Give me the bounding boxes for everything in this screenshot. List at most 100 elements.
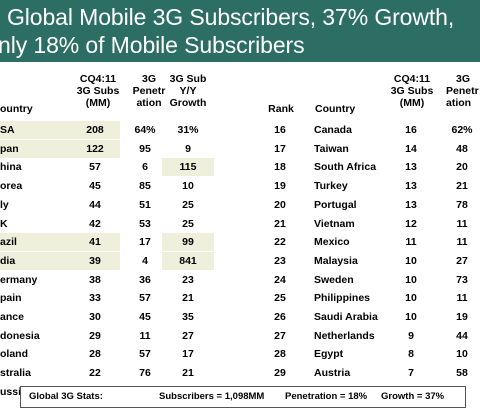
right-row-rank: 21 [274, 217, 286, 230]
left-row-growth: 25 [182, 217, 194, 230]
right-row-penetration: 21 [456, 180, 468, 193]
right-row-subs: 13 [405, 161, 417, 174]
left-row-penetration: 57 [139, 292, 151, 305]
left-row-subs: 42 [89, 217, 101, 230]
right-row-penetration: 44 [456, 329, 468, 342]
right-row-penetration: 20 [456, 161, 468, 174]
right-row-country: Canada [314, 124, 352, 136]
right-row-penetration: 62% [451, 124, 473, 136]
right-row-subs: 10 [405, 311, 417, 323]
left-row-subs: 30 [89, 311, 101, 323]
left-row-subs: 44 [89, 198, 101, 211]
right-row-penetration: 11 [456, 292, 468, 305]
right-header-pen-line2: Penetr [446, 85, 479, 97]
left-row-subs: 22 [89, 367, 101, 380]
right-row-country: Malaysia [314, 254, 358, 267]
left-row-subs: 208 [86, 124, 104, 136]
right-row-penetration: 19 [456, 311, 468, 323]
highlight-left-row [0, 139, 120, 158]
right-row-rank: 28 [274, 348, 286, 361]
left-row-country: pain [0, 292, 22, 305]
left-row-penetration: 85 [139, 180, 151, 193]
left-header-subs-line3: (MM) [85, 97, 111, 109]
left-row-penetration: 51 [139, 198, 151, 211]
right-row-subs: 11 [405, 236, 417, 249]
left-row-subs: 28 [89, 348, 101, 361]
right-row-rank: 26 [274, 311, 286, 323]
right-row-penetration: 27 [456, 254, 468, 267]
left-header-pen-line1: 3G [141, 73, 156, 85]
right-row-penetration: 11 [456, 217, 468, 230]
left-row-penetration: 6 [142, 161, 148, 174]
left-row-penetration: 53 [139, 217, 151, 230]
left-row-country: SA [0, 124, 15, 136]
right-row-penetration: 10 [456, 348, 468, 361]
left-row-subs: 45 [89, 180, 101, 193]
right-row-subs: 12 [405, 217, 417, 230]
left-row-subs: 29 [89, 329, 101, 342]
right-row-penetration: 78 [456, 198, 468, 211]
left-row-country: hina [0, 161, 22, 174]
left-row-penetration: 76 [139, 367, 151, 380]
right-header-pen-line1: 3G [456, 73, 471, 85]
left-row-country: ermany [0, 273, 38, 286]
left-row-subs: 38 [89, 273, 101, 286]
right-row-rank: 25 [274, 292, 286, 305]
left-row-growth: 35 [182, 311, 194, 323]
right-header-rank: Rank [268, 103, 294, 115]
left-row-growth: 27 [182, 329, 194, 342]
right-row-penetration: 58 [456, 367, 468, 380]
left-header-subs-line2: 3G Subs [76, 85, 120, 97]
left-header-pen-line3: ation [136, 97, 162, 109]
left-row-country: azil [0, 236, 17, 249]
global-stats-footer: Global 3G Stats: Subscribers = 1,098MM P… [20, 386, 466, 408]
right-row-subs: 10 [405, 273, 417, 286]
left-row-subs: 33 [89, 292, 101, 305]
right-row-rank: 17 [274, 142, 286, 155]
left-row-subs: 39 [89, 254, 101, 267]
right-row-subs: 8 [408, 348, 414, 361]
right-row-country: Mexico [314, 236, 350, 249]
right-row-rank: 27 [274, 329, 286, 342]
right-row-country: Philippines [314, 292, 371, 305]
right-row-country: Vietnam [314, 217, 355, 230]
left-row-penetration: 95 [139, 142, 151, 155]
left-header-subs-line1: CQ4:11 [79, 73, 117, 85]
left-row-growth: 10 [182, 180, 194, 193]
right-row-subs: 14 [405, 142, 417, 155]
right-header-subs-line1: CQ4:11 [393, 73, 431, 85]
right-row-country: Turkey [314, 180, 348, 193]
right-row-rank: 24 [274, 273, 286, 286]
right-row-rank: 20 [274, 198, 286, 211]
right-row-country: Austria [314, 367, 351, 380]
left-row-growth: 841 [179, 254, 197, 267]
right-row-rank: 19 [274, 180, 286, 193]
right-row-subs: 13 [405, 198, 417, 211]
left-row-subs: 122 [86, 142, 104, 155]
right-header-subs-line3: (MM) [399, 97, 425, 109]
footer-subscribers: Subscribers = 1,098MM [159, 391, 265, 402]
left-row-country: pan [0, 142, 19, 155]
right-header-country: Country [315, 103, 356, 115]
right-row-subs: 13 [405, 180, 417, 193]
highlight-growth-cell [162, 233, 214, 252]
highlight-growth-cell [162, 158, 214, 177]
right-row-country: Portugal [314, 198, 357, 211]
left-header-country: ountry [0, 103, 33, 115]
left-header-growth-line1: 3G Sub [169, 73, 207, 85]
left-row-penetration: 45 [139, 311, 151, 323]
left-row-growth: 25 [182, 198, 194, 211]
left-row-country: ance [0, 311, 24, 323]
left-row-country: ly [0, 198, 9, 211]
right-header-subs: CQ4:11 3G Subs (MM) [384, 73, 440, 109]
left-row-growth: 99 [182, 236, 194, 249]
title-banner: Global Mobile 3G Subscribers, 37% Growth… [0, 0, 480, 62]
page-title-line-2: nly 18% of Mobile Subscribers [0, 32, 305, 58]
right-row-penetration: 48 [456, 142, 468, 155]
left-header-growth-line3: Growth [169, 97, 207, 109]
right-row-country: Taiwan [314, 142, 349, 155]
left-row-country: dia [0, 254, 16, 267]
right-row-subs: 7 [408, 367, 414, 380]
footer-penetration: Penetration = 18% [285, 391, 368, 402]
left-row-growth: 9 [185, 142, 191, 155]
